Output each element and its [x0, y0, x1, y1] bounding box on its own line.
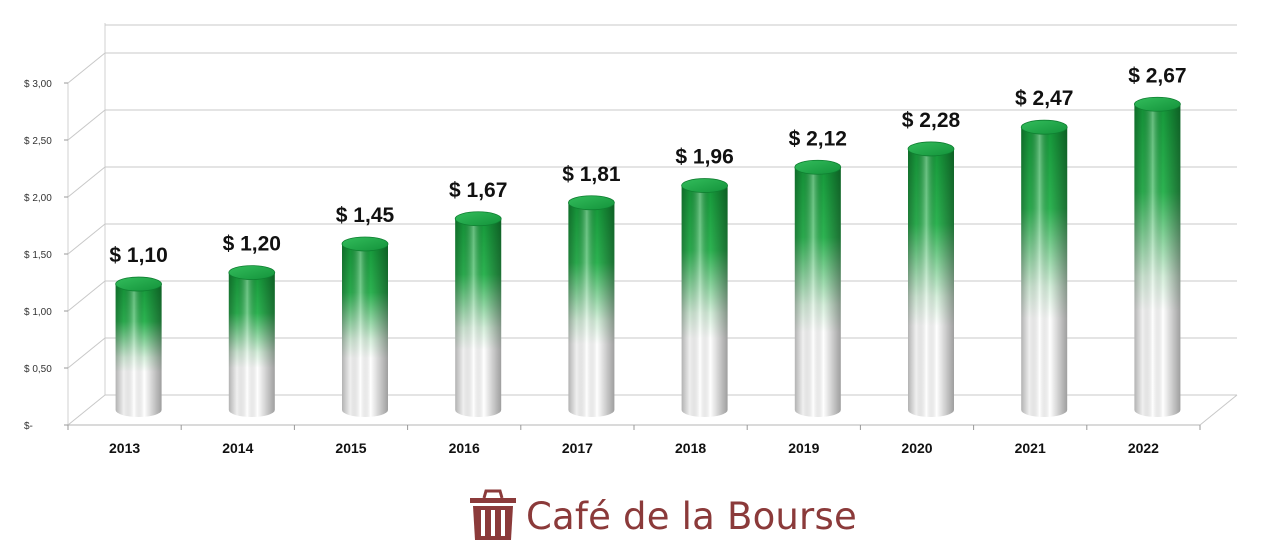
bar-shading [681, 185, 728, 417]
bar-shading [794, 167, 841, 417]
y-tick-label: $ 2,50 [24, 136, 52, 147]
gridline-diagonal [67, 109, 106, 141]
x-tick-label: 2013 [109, 440, 140, 456]
bar-shading [115, 284, 162, 417]
x-tick-label: 2018 [675, 440, 706, 456]
bar-2016 [454, 211, 502, 417]
bar-2022 [1134, 96, 1181, 417]
bars [115, 96, 1181, 417]
bar-cap [1134, 96, 1181, 112]
bar-shading [455, 218, 502, 417]
bar-chart: $- $ 0,50 $ 1,00 $ 1,50 $ 2,00 $ 2,50 $ 3,00 $… [24, 23, 1238, 456]
x-tick-label: 2019 [788, 440, 819, 456]
bar-cap [228, 265, 276, 281]
gridline-diagonal [67, 52, 106, 84]
data-label: $ 1,20 [223, 233, 281, 256]
gridline-diagonal [67, 166, 106, 198]
bar-2014 [228, 265, 276, 417]
x-tick-label: 2014 [222, 440, 253, 456]
bar-2015 [341, 236, 389, 417]
data-label: $ 1,96 [675, 146, 733, 169]
bar-2020 [907, 141, 955, 417]
bar-cap [115, 276, 163, 292]
bar-2013 [115, 276, 163, 417]
y-tick-label: $ 2,00 [24, 193, 52, 204]
y-tick-label: $ 0,50 [24, 364, 52, 375]
bar-shading [1021, 127, 1068, 417]
floor-edge [1199, 394, 1238, 426]
data-label: $ 1,67 [449, 179, 507, 202]
bar-shading [342, 243, 388, 417]
bar-cap [907, 141, 955, 157]
x-tick-label: 2017 [562, 440, 593, 456]
bar-shading [228, 272, 275, 417]
data-label: $ 2,47 [1015, 87, 1073, 110]
bar-cap [681, 178, 728, 193]
data-labels: $ 1,10 $ 1,20 $ 1,45 $ 1,67 $ 1,81 $ 1,96 $ 2,… [109, 64, 1186, 267]
brand-name: Café de la Bourse [526, 494, 857, 538]
data-label: $ 2,12 [789, 127, 847, 150]
gridline-diagonal [67, 337, 106, 369]
data-label: $ 1,10 [109, 244, 167, 267]
x-tick-label: 2021 [1015, 440, 1046, 456]
bar-2019 [794, 159, 842, 417]
y-tick-label: $ 1,50 [24, 250, 52, 261]
data-label: $ 2,28 [902, 109, 961, 132]
bar-cap [341, 236, 389, 252]
y-tick-label: $ 3,00 [24, 79, 52, 90]
y-axis: $- $ 0,50 $ 1,00 $ 1,50 $ 2,00 $ 2,50 $ 3,00 [24, 79, 68, 432]
gridline-diagonal [67, 223, 106, 255]
bar-2018 [681, 178, 728, 417]
x-tick-label: 2016 [449, 440, 480, 456]
x-tick-label: 2022 [1128, 440, 1159, 456]
bar-shading [568, 202, 615, 417]
y-tick-label: $- [24, 421, 33, 432]
bar-2017 [568, 195, 615, 417]
bar-2021 [1020, 119, 1068, 417]
gridline-diagonal [67, 394, 106, 426]
x-axis: 2013 2014 2015 2016 2017 2018 2019 2020 2021 2022 [67, 425, 1201, 456]
x-tick-label: 2015 [335, 440, 366, 456]
data-label: $ 1,81 [562, 163, 621, 186]
gridline-diagonal [67, 280, 106, 312]
data-label: $ 1,45 [336, 204, 395, 227]
bar-cap [794, 159, 842, 175]
bar-cap [1020, 119, 1068, 135]
trash-can-logo-icon [470, 489, 516, 540]
x-tick-label: 2020 [901, 440, 932, 456]
bar-cap [454, 211, 502, 227]
bar-cap [568, 195, 615, 211]
y-tick-label: $ 1,00 [24, 307, 52, 318]
bar-shading [908, 148, 954, 417]
brand-logo: Café de la Bourse [462, 486, 857, 546]
data-label: $ 2,67 [1128, 64, 1186, 87]
bar-shading [1134, 104, 1181, 417]
